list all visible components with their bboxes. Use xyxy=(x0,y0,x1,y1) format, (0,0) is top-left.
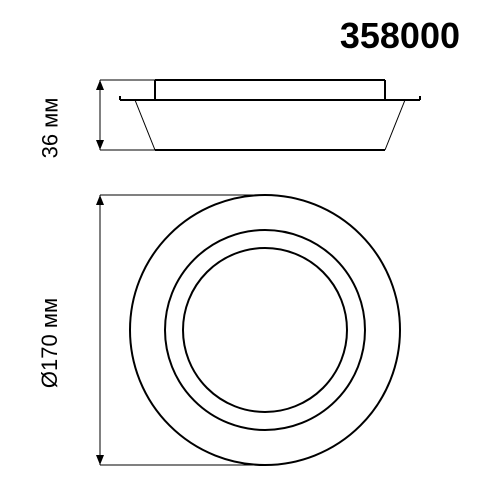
technical-drawing xyxy=(0,0,500,500)
height-dimension xyxy=(96,80,104,150)
side-view xyxy=(100,80,420,150)
diameter-dimension xyxy=(96,195,104,465)
front-view xyxy=(100,195,400,465)
